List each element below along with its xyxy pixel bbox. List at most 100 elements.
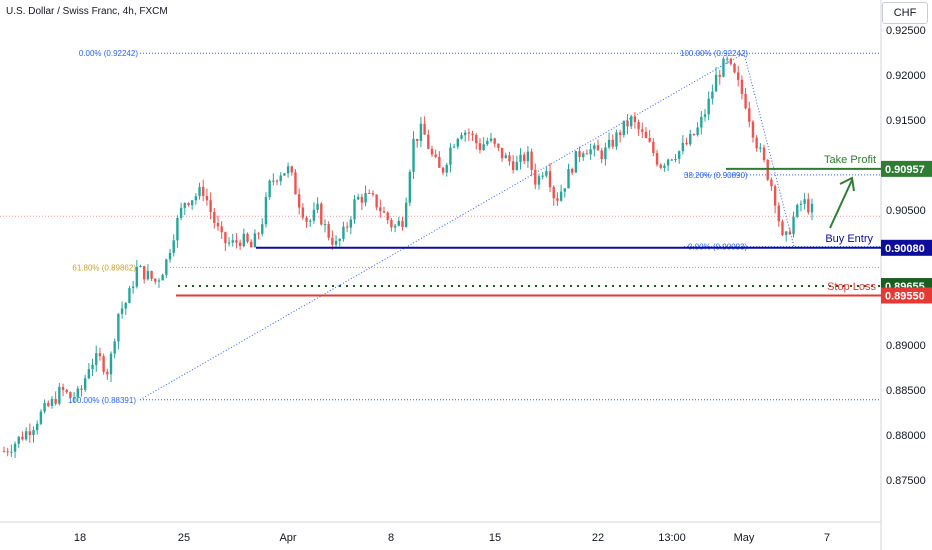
candle-body <box>87 369 91 379</box>
candle-body <box>733 63 736 73</box>
candle-body <box>729 58 733 64</box>
candle-body <box>781 221 784 235</box>
candle-body <box>773 186 777 206</box>
candle-body <box>718 74 721 77</box>
candle-body <box>353 199 356 220</box>
candle-body <box>323 224 327 226</box>
buy-entry-badge-text: 0.90080 <box>885 243 925 255</box>
candle-body <box>50 398 54 406</box>
candle-body <box>10 451 13 453</box>
candle-body <box>320 203 323 225</box>
candle-body <box>120 308 124 314</box>
candle-body <box>21 436 24 440</box>
candle-body <box>294 172 297 195</box>
candle-body <box>24 431 28 440</box>
candle-body <box>135 267 139 287</box>
price-tick-label: 0.88000 <box>886 430 926 442</box>
candle-body <box>434 154 437 157</box>
price-tick-label: 0.90500 <box>886 205 926 217</box>
candle-body <box>305 217 308 222</box>
candle-body <box>475 134 478 144</box>
candle-body <box>345 226 349 228</box>
candle-body <box>397 220 400 226</box>
candle-body <box>69 392 72 398</box>
candle-body <box>604 147 607 160</box>
time-tick-label: 8 <box>388 532 394 544</box>
candle-body <box>755 137 758 149</box>
candle-body <box>327 224 330 238</box>
candle-body <box>803 199 806 204</box>
price-tick-label: 0.92000 <box>886 70 926 82</box>
candle-body <box>655 153 659 165</box>
candle-body <box>748 108 751 122</box>
candle-body <box>515 161 519 170</box>
candle-body <box>637 122 640 130</box>
take-profit-badge-text: 0.90957 <box>885 164 925 176</box>
target-arrow <box>829 179 853 229</box>
candle-body <box>6 451 9 453</box>
candle-body <box>36 423 39 431</box>
candle-body <box>76 388 79 398</box>
candle-body <box>541 175 544 177</box>
candle-body <box>275 180 279 182</box>
candle-body <box>382 211 386 213</box>
candle-body <box>615 132 618 147</box>
chart-title: U.S. Dollar / Swiss Franc, 4h, FXCM <box>6 6 168 17</box>
candle-body <box>777 205 780 222</box>
candle-body <box>187 202 190 206</box>
candle-body <box>796 204 799 217</box>
time-tick-label: 25 <box>178 532 190 544</box>
candle-body <box>463 132 467 136</box>
candle-body <box>98 353 102 357</box>
price-tick-label: 0.91500 <box>886 115 926 127</box>
price-tick-label: 0.92500 <box>886 25 926 37</box>
candle-body <box>257 233 260 235</box>
candle-body <box>416 138 419 141</box>
candle-body <box>744 93 747 109</box>
candle-body <box>449 147 452 165</box>
candle-body <box>301 207 305 218</box>
candle-body <box>290 166 293 173</box>
candle-body <box>611 139 614 147</box>
candle-body <box>227 242 231 244</box>
candle-body <box>504 155 507 159</box>
candle-body <box>419 123 423 141</box>
candle-body <box>54 398 57 404</box>
fib-trendline <box>139 52 745 401</box>
candle-body <box>508 155 511 162</box>
time-tick-label: 22 <box>592 532 604 544</box>
candle-body <box>703 114 707 117</box>
candle-body <box>190 200 194 206</box>
candle-body <box>109 353 113 375</box>
candle-body <box>711 91 714 99</box>
time-tick-label: 7 <box>824 532 830 544</box>
candle-body <box>497 143 500 148</box>
candle-body <box>331 237 334 245</box>
candle-body <box>737 72 740 80</box>
candle-body <box>95 353 98 365</box>
candle-body <box>39 411 43 424</box>
candle-body <box>128 288 131 304</box>
candle-body <box>47 403 50 406</box>
candle-body <box>556 198 559 201</box>
candle-body <box>268 180 271 198</box>
candle-body <box>272 180 275 182</box>
stop-loss-badge-text: 0.89550 <box>885 291 925 303</box>
price-tick-label: 0.88500 <box>886 385 926 397</box>
candle-body <box>150 271 153 279</box>
price-tick-label: 0.87500 <box>886 475 926 487</box>
candle-body <box>2 451 6 453</box>
candle-body <box>740 79 744 94</box>
candle-body <box>696 127 699 135</box>
time-tick-label: 15 <box>489 532 501 544</box>
candle-body <box>102 356 105 372</box>
candle-body <box>261 224 264 234</box>
buy-entry-badge <box>881 239 932 256</box>
candle-body <box>316 203 319 210</box>
candle-body <box>253 233 257 248</box>
fib-382-label: 38.20% (0.90890) <box>684 171 748 180</box>
currency-button[interactable]: CHF <box>882 2 928 24</box>
candle-body <box>644 131 648 139</box>
candle-body <box>582 153 585 158</box>
